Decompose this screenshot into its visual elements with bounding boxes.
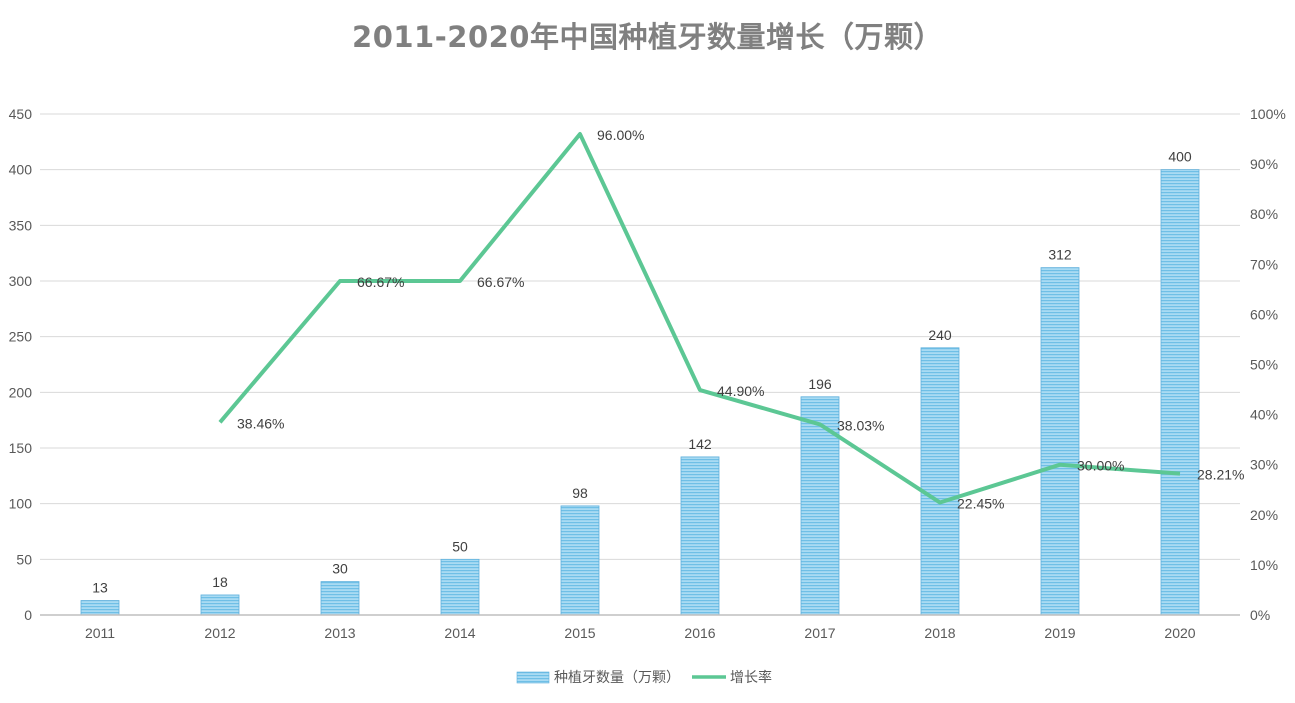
x-tick-label: 2012 [204, 625, 235, 641]
bar [200, 594, 240, 616]
bar [1160, 169, 1200, 616]
chart-title: 2011-2020年中国种植牙数量增长（万颗） [352, 20, 943, 54]
y-right-tick-label: 0% [1250, 607, 1270, 623]
bar [440, 558, 480, 616]
bar [800, 396, 840, 616]
bar [680, 456, 720, 616]
y-left-tick-label: 400 [9, 162, 33, 178]
y-left-tick-label: 450 [9, 106, 33, 122]
y-right-tick-label: 40% [1250, 407, 1278, 423]
data-labels: 13 18 30 50 98 142 196 240 312 400 38.46% 66.67% 66.… [92, 127, 1244, 595]
legend-line-label: 增长率 [730, 669, 772, 686]
y-left-tick-label: 0 [24, 607, 32, 623]
legend: 种植牙数量（万颗） 增长率 [516, 669, 772, 686]
y-left-tick-label: 350 [9, 217, 33, 233]
gridlines [40, 113, 1240, 560]
bar-data-label: 18 [212, 574, 228, 590]
x-tick-label: 2017 [804, 625, 835, 641]
line-data-label: 30.00% [1077, 458, 1124, 474]
bar-data-label: 30 [332, 561, 348, 577]
line-data-label: 22.45% [957, 496, 1004, 512]
y-right-tick-label: 70% [1250, 256, 1278, 272]
y-right-tick-label: 50% [1250, 357, 1278, 373]
bar-data-label: 400 [1168, 149, 1192, 165]
line-series [218, 132, 1181, 505]
y-right-tick-label: 60% [1250, 306, 1278, 322]
y-right-tick-label: 90% [1250, 156, 1278, 172]
x-tick-label: 2011 [85, 625, 115, 641]
line-data-label: 44.90% [717, 383, 764, 399]
bar-data-label: 240 [928, 327, 952, 343]
y-right-tick-label: 20% [1250, 507, 1278, 523]
y-right-tick-label: 30% [1250, 457, 1278, 473]
x-tick-label: 2019 [1044, 625, 1075, 641]
axes: 0 50 100 150 200 250 300 350 400 450 0% 10% 20% 30% 40… [9, 106, 1286, 641]
line-data-label: 38.46% [237, 415, 284, 431]
bar-data-label: 98 [572, 485, 588, 501]
y-right-tick-label: 10% [1250, 557, 1278, 573]
line-data-label: 38.03% [837, 417, 884, 433]
bar-data-label: 312 [1048, 247, 1072, 263]
bar-data-label: 13 [92, 580, 108, 596]
bar [560, 505, 600, 616]
y-left-tick-label: 300 [9, 273, 33, 289]
line-data-label: 66.67% [357, 274, 404, 290]
x-tick-label: 2013 [324, 625, 355, 641]
x-tick-label: 2020 [1164, 625, 1195, 641]
y-left-tick-label: 100 [9, 496, 33, 512]
bar [320, 581, 360, 616]
y-right-tick-label: 80% [1250, 206, 1278, 222]
x-tick-label: 2018 [924, 625, 955, 641]
y-left-tick-label: 200 [9, 384, 33, 400]
x-tick-label: 2015 [564, 625, 595, 641]
y-right-tick-label: 100% [1250, 106, 1286, 122]
line-data-label: 28.21% [1197, 467, 1244, 483]
y-left-tick-label: 50 [16, 551, 32, 567]
legend-bar-label: 种植牙数量（万颗） [554, 670, 680, 686]
bar [920, 347, 960, 616]
y-left-tick-label: 250 [9, 329, 33, 345]
bar [1040, 267, 1080, 616]
bar-data-label: 196 [808, 376, 832, 392]
legend-bar-swatch [516, 671, 550, 684]
bar-data-label: 50 [452, 538, 468, 554]
bar-data-label: 142 [688, 436, 712, 452]
line-data-label: 96.00% [597, 127, 644, 143]
bar [80, 600, 120, 616]
y-left-tick-label: 150 [9, 440, 33, 456]
x-tick-label: 2016 [684, 625, 715, 641]
line-data-label: 66.67% [477, 274, 524, 290]
bar-series [80, 169, 1200, 616]
x-tick-label: 2014 [444, 625, 475, 641]
